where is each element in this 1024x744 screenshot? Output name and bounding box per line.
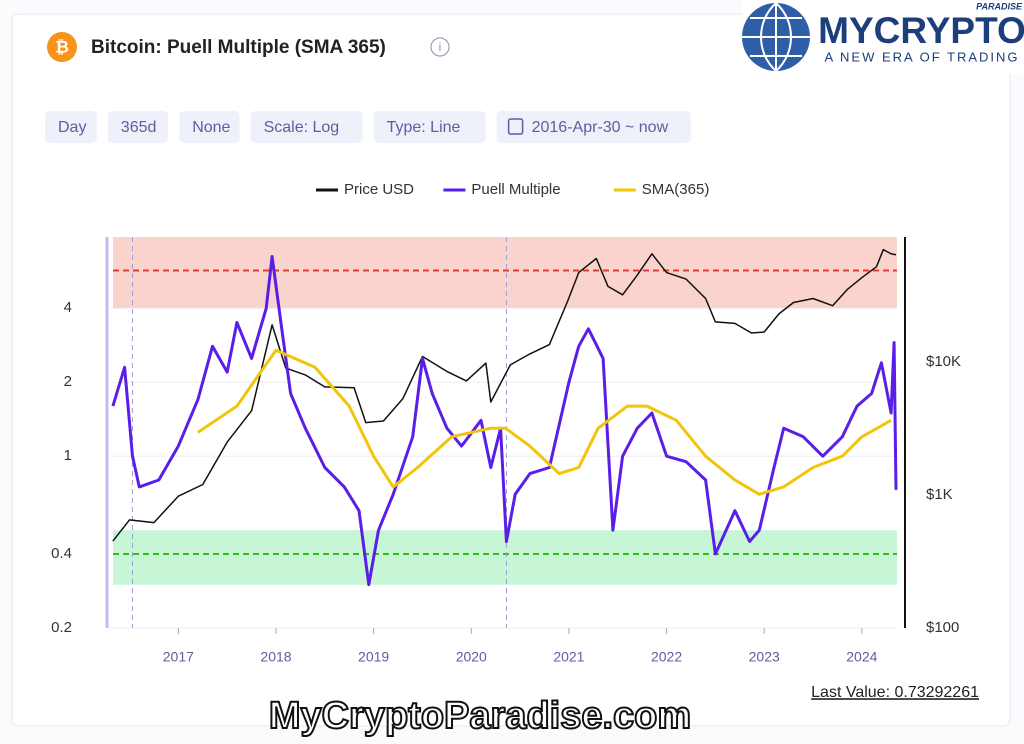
last-value: Last Value: 0.73292261 (811, 684, 979, 701)
x-tick-label: 2021 (553, 649, 584, 665)
x-tick-label: 2017 (163, 649, 194, 665)
info-text: i (439, 40, 442, 54)
watermark: MyCryptoParadise.com (269, 695, 691, 737)
control-button[interactable] (496, 111, 691, 143)
control-button[interactable] (179, 111, 240, 143)
legend-label: Price USD (344, 181, 414, 198)
y2-tick-label: $1K (926, 486, 953, 503)
control-button[interactable] (45, 111, 97, 143)
info-icon[interactable] (430, 37, 450, 57)
control-label: None (192, 119, 230, 136)
control-button[interactable] (107, 111, 169, 143)
x-tick-label: 2024 (846, 649, 877, 665)
logo-tagline: A NEW ERA OF TRADING (824, 49, 1019, 64)
bitcoin-symbol: ₿ (55, 37, 69, 56)
y2-tick-label: $10K (926, 353, 961, 370)
x-tick-label: 2020 (456, 649, 487, 665)
x-tick-label: 2018 (260, 649, 291, 665)
series-line (111, 255, 898, 587)
legend-label: SMA(365) (642, 181, 710, 198)
control-label: Scale: Log (264, 119, 340, 136)
logo-top: PARADISE (976, 1, 1023, 11)
control-label: Day (58, 119, 86, 136)
x-tick-label: 2019 (358, 649, 389, 665)
logo-grid (742, 2, 810, 72)
y-tick-label: 0.2 (51, 619, 72, 636)
y-tick-label: 1 (64, 447, 72, 464)
control-label: Type: Line (387, 119, 461, 136)
bitcoin-icon (47, 32, 77, 62)
y-tick-label: 0.4 (51, 545, 72, 562)
title: Bitcoin: Puell Multiple (SMA 365) (91, 37, 386, 58)
control-label: 2016-Apr-30 ~ now (532, 119, 669, 136)
y2-tick-label: $100 (926, 619, 959, 636)
x-tick-label: 2022 (651, 649, 682, 665)
control-label: 365d (121, 119, 157, 136)
y-tick-label: 4 (64, 299, 72, 316)
band (113, 237, 897, 309)
control-button[interactable] (250, 111, 363, 143)
logo-name: MYCRYPTO (818, 10, 1024, 51)
series-line (197, 348, 892, 496)
legend-label: Puell Multiple (471, 181, 560, 198)
control-button[interactable] (373, 111, 486, 143)
calendar-icon (507, 118, 524, 135)
y-tick-label: 2 (64, 373, 72, 390)
x-tick-label: 2023 (749, 649, 780, 665)
